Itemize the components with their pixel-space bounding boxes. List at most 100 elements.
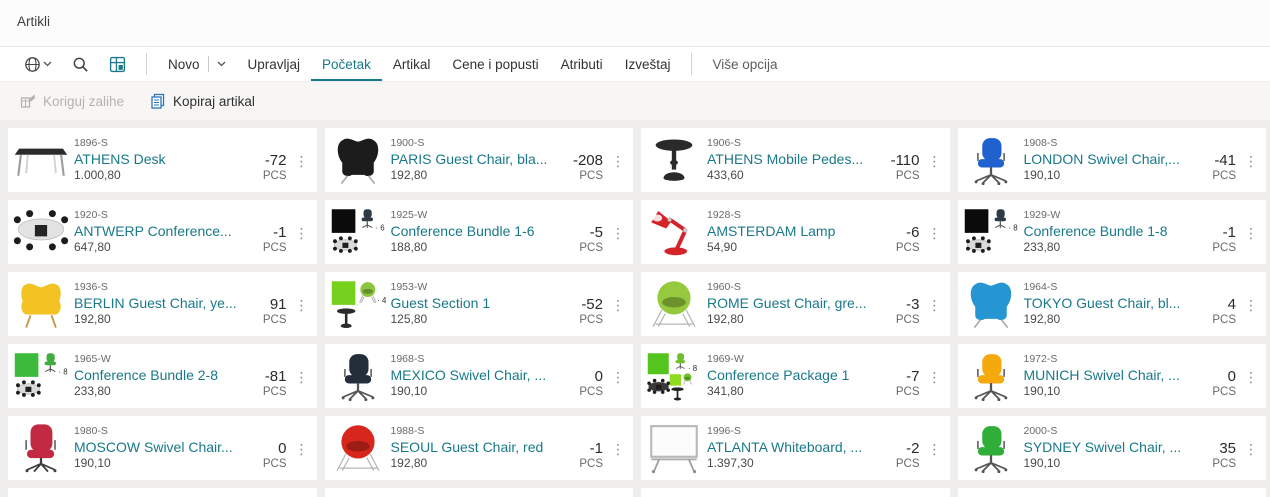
item-card[interactable]: · 6 1925-W Conference Bundle 1-6 188,80 … [324,200,633,264]
item-context-menu-icon[interactable]: ⋮ [294,440,309,457]
item-price: 54,90 [707,239,738,254]
item-card[interactable]: 1908-S LONDON Swivel Chair,... 190,10 -4… [957,128,1266,192]
svg-text:· 8: · 8 [688,364,698,373]
item-context-menu-icon[interactable]: ⋮ [611,296,625,313]
item-card[interactable]: 1996-S ATLANTA Whiteboard, ... 1.397,30 … [641,416,950,480]
item-name-link[interactable]: Conference Bundle 2-8 [74,366,218,383]
item-context-menu-icon[interactable]: ⋮ [927,296,942,313]
item-number: 1953-W [390,280,428,293]
item-card[interactable]: 1900-S PARIS Guest Chair, bla... 192,80 … [324,128,633,192]
item-name-link[interactable]: TOKYO Guest Chair, bl... [1023,294,1181,311]
item-card[interactable]: 1980-S MOSCOW Swivel Chair... 190,10 0 P… [8,416,317,480]
chevron-down-icon [43,61,52,67]
menu-item-novo[interactable]: Novo [157,47,237,81]
item-context-menu-icon[interactable]: ⋮ [927,368,942,385]
item-unit: PCS [895,169,920,182]
item-name-link[interactable]: AMSTERDAM Lamp [707,222,836,239]
more-options-button[interactable]: Više opcija [702,48,787,81]
item-name-link[interactable]: Conference Package 1 [707,366,850,383]
item-name-link[interactable]: Guest Section 1 [390,294,491,311]
item-price: 341,80 [707,383,744,398]
item-name-link[interactable]: PARIS Guest Chair, bla... [390,150,548,167]
item-card[interactable]: 1972-S MUNICH Swivel Chair, ... 190,10 0… [957,344,1266,408]
item-quantity: -1 [589,439,603,457]
item-context-menu-icon[interactable]: ⋮ [927,152,942,169]
item-name-link[interactable]: Conference Bundle 1-6 [390,222,535,239]
toolbar-menu: Novo Upravljaj Početak Artikal Cene i popust… [157,47,681,81]
item-name-link[interactable]: Conference Bundle 1-8 [1023,222,1168,239]
item-quantity-block: 4 PCS [1212,283,1236,326]
item-quantity: -1 [273,223,287,241]
item-card[interactable]: 1960-S ROME Guest Chair, gre... 192,80 -… [641,272,950,336]
item-quantity: -81 [264,367,287,385]
item-context-menu-icon[interactable]: ⋮ [294,368,309,385]
item-context-menu-icon[interactable]: ⋮ [927,440,942,457]
item-name-link[interactable]: ATLANTA Whiteboard, ... [707,438,863,455]
menu-item-atributi[interactable]: Atributi [550,48,614,81]
item-context-menu-icon[interactable]: ⋮ [927,224,942,241]
item-quantity-block: -1 PCS [1212,211,1236,254]
item-name-link[interactable]: ATHENS Mobile Pedes... [707,150,864,167]
item-name-link[interactable]: LONDON Swivel Chair,... [1023,150,1180,167]
item-context-menu-icon[interactable]: ⋮ [294,224,309,241]
item-price: 647,80 [74,239,111,254]
item-card[interactable]: · 8 1969-W Conference Package 1 341,80 -… [641,344,950,408]
item-card[interactable]: 1968-S MEXICO Swivel Chair, ... 190,10 0… [324,344,633,408]
package-icon: · 8 [641,348,707,404]
item-name-link[interactable]: ANTWERP Conference... [74,222,232,239]
analysis-button[interactable] [99,52,136,77]
item-name-link[interactable]: MEXICO Swivel Chair, ... [390,366,547,383]
item-number: 2000-S [1023,424,1058,437]
item-card[interactable]: 1964-S TOKYO Guest Chair, bl... 192,80 4… [957,272,1266,336]
item-name-link[interactable]: SYDNEY Swivel Chair, ... [1023,438,1182,455]
item-card[interactable]: · 4 1953-W Guest Section 1 125,80 -52 PC… [324,272,633,336]
item-card[interactable]: 1936-S BERLIN Guest Chair, ye... 192,80 … [8,272,317,336]
item-quantity: -5 [589,223,603,241]
item-quantity: -110 [890,151,920,169]
item-tile-grid: 1896-S ATHENS Desk 1.000,80 -72 PCS ⋮ 19… [0,120,1270,497]
item-price: 1.397,30 [707,455,754,470]
item-context-menu-icon[interactable]: ⋮ [1244,224,1258,241]
item-name-link[interactable]: ATHENS Desk [74,150,166,167]
item-name-link[interactable]: MOSCOW Swivel Chair... [74,438,233,455]
search-button[interactable] [62,52,99,77]
item-card-body: 1908-S LONDON Swivel Chair,... 190,10 [1024,137,1213,184]
item-card[interactable]: · 8 1929-W Conference Bundle 1-8 233,80 … [957,200,1266,264]
item-context-menu-icon[interactable]: ⋮ [294,296,309,313]
item-card[interactable]: 2000-S SYDNEY Swivel Chair, ... 190,10 3… [957,416,1266,480]
views-icon [24,56,41,73]
split-divider [207,56,209,72]
item-context-menu-icon[interactable]: ⋮ [294,152,309,169]
item-context-menu-icon[interactable]: ⋮ [1244,368,1258,385]
menu-item-po-etak[interactable]: Početak [311,48,382,81]
menu-item-upravljaj[interactable]: Upravljaj [237,48,312,81]
item-context-menu-icon[interactable]: ⋮ [1244,296,1258,313]
item-quantity-block: 0 PCS [263,427,287,470]
item-quantity-block: 35 PCS [1212,427,1236,470]
menu-item-izve-taj[interactable]: Izveštaj [614,48,682,81]
item-context-menu-icon[interactable]: ⋮ [611,152,625,169]
item-name-link[interactable]: SEOUL Guest Chair, red [390,438,544,455]
item-context-menu-icon[interactable]: ⋮ [611,440,625,457]
item-context-menu-icon[interactable]: ⋮ [611,224,625,241]
menu-item-artikal[interactable]: Artikal [382,48,442,81]
menu-item-cene-i-popusti[interactable]: Cene i popusti [441,48,549,81]
item-name-link[interactable]: MUNICH Swivel Chair, ... [1023,366,1180,383]
item-card[interactable]: · 8 1965-W Conference Bundle 2-8 233,80 … [8,344,317,408]
item-context-menu-icon[interactable]: ⋮ [611,368,625,385]
item-context-menu-icon[interactable]: ⋮ [1244,440,1258,457]
item-card-body: 1920-S ANTWERP Conference... 647,80 [74,209,263,256]
item-quantity-block: -7 PCS [896,355,920,398]
item-card[interactable]: 1920-S ANTWERP Conference... 647,80 -1 P… [8,200,317,264]
item-name-link[interactable]: BERLIN Guest Chair, ye... [74,294,237,311]
item-context-menu-icon[interactable]: ⋮ [1244,152,1258,169]
item-card-body: 1906-S ATHENS Mobile Pedes... 433,60 [707,137,891,184]
item-card[interactable]: 1896-S ATHENS Desk 1.000,80 -72 PCS ⋮ [8,128,317,192]
item-card[interactable]: 1988-S SEOUL Guest Chair, red 192,80 -1 … [324,416,633,480]
views-button[interactable] [14,52,62,77]
item-name-link[interactable]: ROME Guest Chair, gre... [707,294,867,311]
item-card[interactable]: 1928-S AMSTERDAM Lamp 54,90 -6 PCS ⋮ [641,200,950,264]
action-kopiraj-artikal[interactable]: Kopiraj artikal [150,93,255,109]
action-koriguj-zalihe: Koriguj zalihe [20,93,124,109]
item-card[interactable]: 1906-S ATHENS Mobile Pedes... 433,60 -11… [641,128,950,192]
